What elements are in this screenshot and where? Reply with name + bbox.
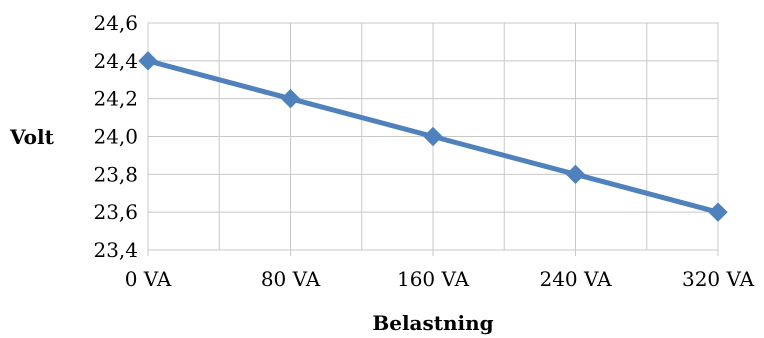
data-point-marker (709, 203, 727, 221)
x-axis-ticks: 0 VA 80 VA 160 VA 240 VA 320 VA (125, 267, 755, 291)
y-tick-label: 24,0 (93, 125, 138, 149)
y-tick-label: 24,4 (93, 49, 138, 73)
x-tick-label: 160 VA (397, 267, 470, 291)
x-tick-label: 0 VA (125, 267, 172, 291)
y-tick-label: 23,6 (93, 200, 138, 224)
y-tick-label: 24,6 (93, 11, 138, 35)
y-tick-label: 23,8 (93, 162, 138, 186)
x-tick-label: 240 VA (539, 267, 612, 291)
data-point-marker (567, 165, 585, 183)
x-tick-label: 80 VA (261, 267, 321, 291)
y-axis-ticks: 23,4 23,6 23,8 24,0 24,2 24,4 24,6 (93, 11, 138, 262)
data-point-marker (424, 128, 442, 146)
data-point-marker (282, 90, 300, 108)
y-axis-title: Volt (9, 125, 55, 149)
y-tick-label: 23,4 (93, 238, 138, 262)
data-point-marker (139, 52, 157, 70)
x-tick-label: 320 VA (682, 267, 755, 291)
y-tick-label: 24,2 (93, 87, 138, 111)
x-axis-title: Belastning (372, 311, 493, 335)
